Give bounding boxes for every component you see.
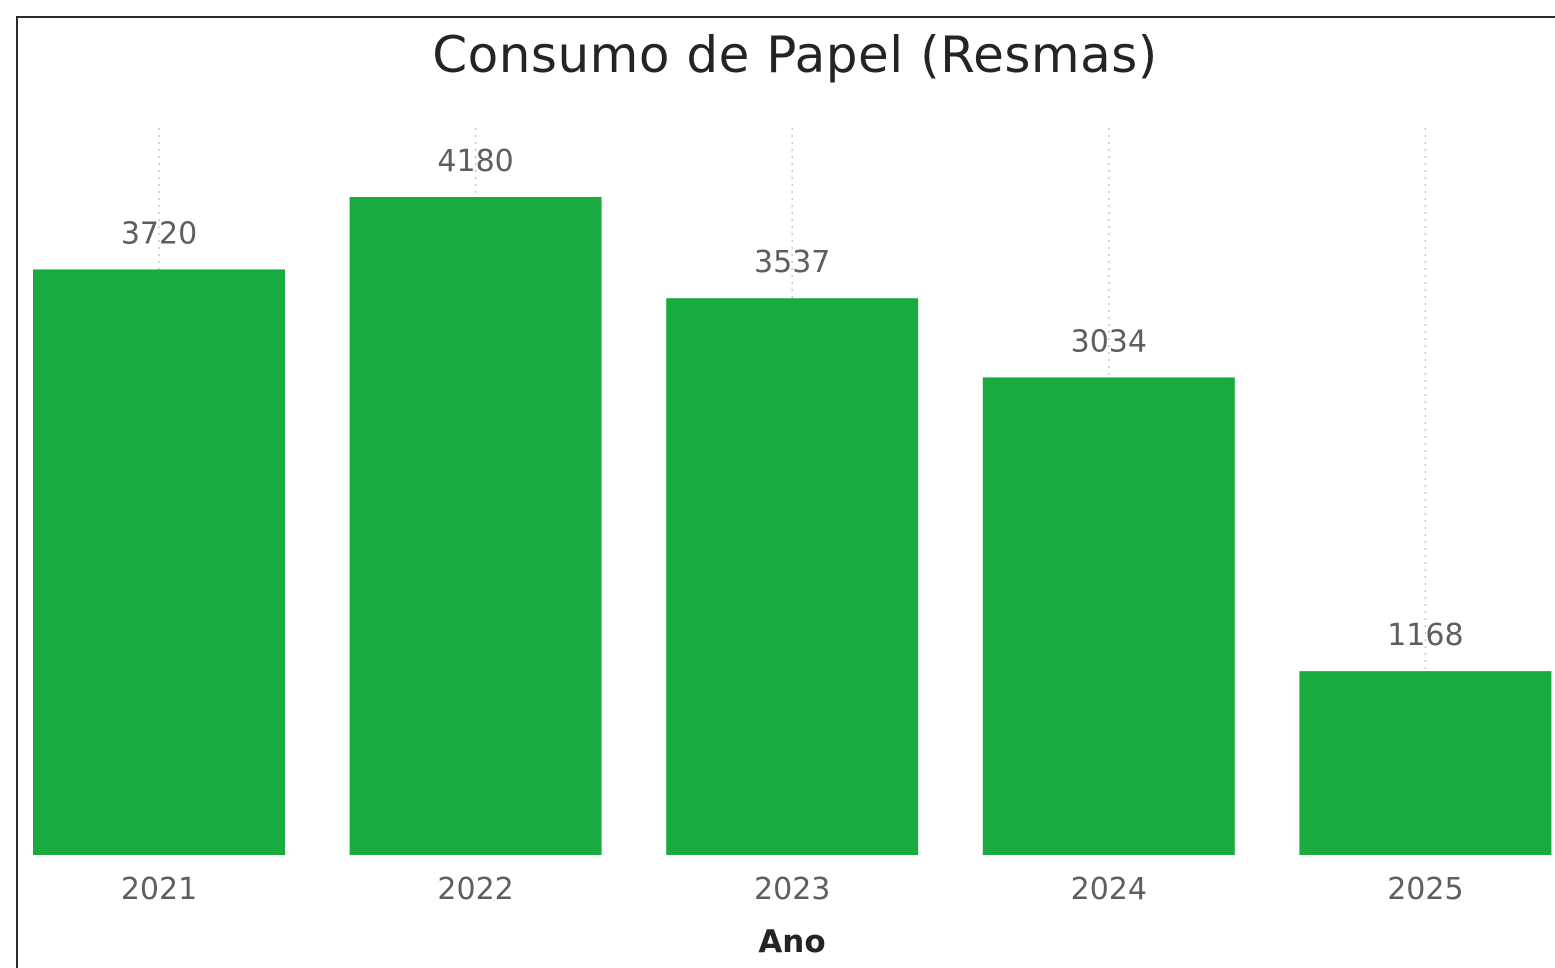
bar-2023[interactable] [666,298,919,856]
chart-title: Consumo de Papel (Resmas) [432,26,1158,84]
data-label-2024: 3034 [1071,324,1147,359]
bar-2024[interactable] [982,377,1235,855]
x-axis-title: Ano [758,924,825,960]
x-tick-label-2021: 2021 [121,872,197,907]
data-label-2025: 1168 [1387,618,1463,653]
data-label-2021: 3720 [121,216,197,251]
bar-2025[interactable] [1299,671,1552,855]
data-label-2023: 3537 [754,245,830,280]
bar-2022[interactable] [349,197,602,855]
x-tick-label-2023: 2023 [754,872,830,907]
x-tick-label-2024: 2024 [1071,872,1147,907]
x-tick-label-2022: 2022 [437,872,513,907]
bar-2021[interactable] [33,269,285,855]
data-label-2022: 4180 [437,144,513,179]
x-tick-label-2025: 2025 [1387,872,1463,907]
